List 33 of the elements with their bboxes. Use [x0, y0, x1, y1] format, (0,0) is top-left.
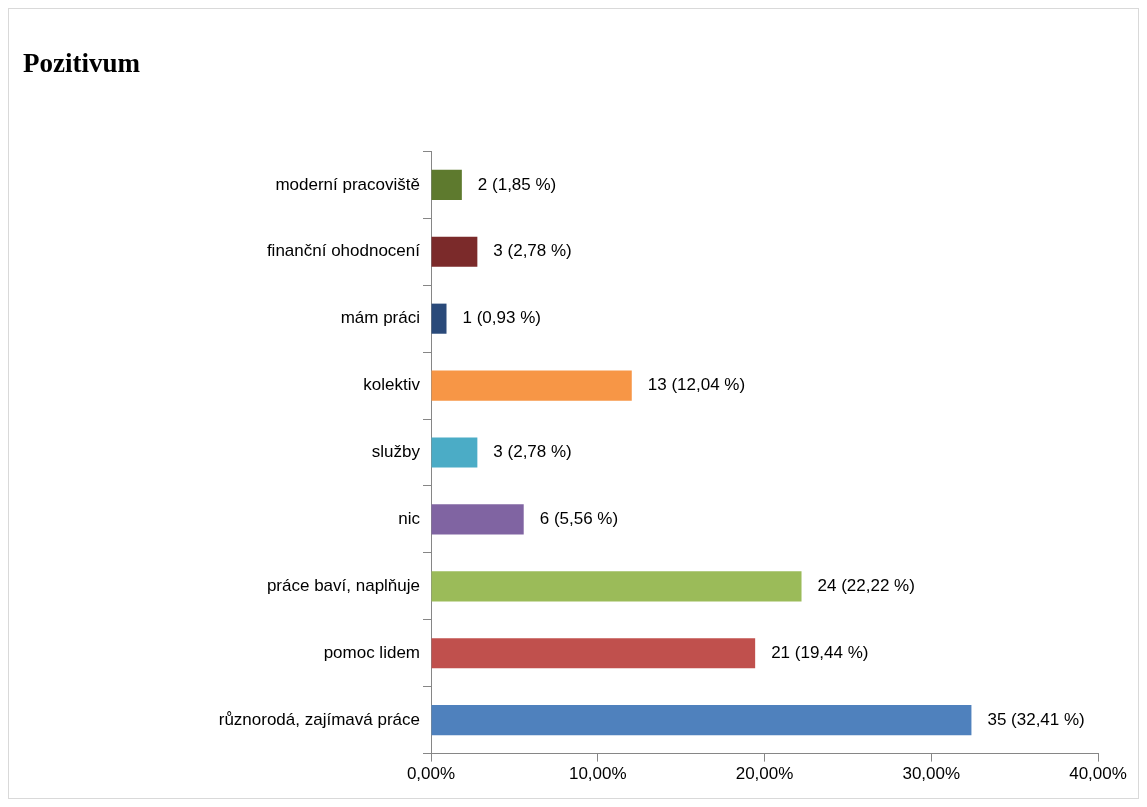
- bar: [431, 504, 524, 535]
- data-label: 1 (0,93 %): [462, 308, 541, 328]
- bar: [431, 169, 462, 200]
- data-label: 35 (32,41 %): [987, 709, 1085, 729]
- bar: [431, 571, 802, 602]
- y-tick-label: práce baví, naplňuje: [266, 576, 420, 596]
- bar: [431, 705, 972, 736]
- y-tick-label: finanční ohodnocení: [266, 241, 421, 261]
- data-label: 21 (19,44 %): [771, 642, 869, 662]
- y-tick-label: pomoc lidem: [323, 642, 420, 662]
- data-label: 3 (2,78 %): [493, 241, 572, 261]
- data-label: 6 (5,56 %): [539, 509, 619, 529]
- data-label: 3 (2,78 %): [493, 442, 572, 462]
- y-tick-label: služby: [371, 442, 421, 462]
- bar: [431, 638, 756, 669]
- data-label: 24 (22,22 %): [817, 576, 915, 596]
- y-tick-label: mám práci: [340, 308, 420, 328]
- data-label: 2 (1,85 %): [477, 174, 557, 194]
- x-tick-label: 10,00%: [568, 764, 627, 784]
- x-tick-label: 0,00%: [406, 764, 456, 784]
- data-label: 13 (12,04 %): [647, 375, 746, 395]
- x-tick-label: 30,00%: [902, 764, 961, 784]
- x-tick-label: 20,00%: [735, 764, 794, 784]
- bar: [431, 236, 478, 267]
- y-tick-label: různorodá, zajímavá práce: [218, 709, 420, 729]
- y-tick-label: moderní pracoviště: [275, 174, 420, 194]
- bar: [431, 370, 632, 401]
- y-tick-label: kolektiv: [363, 375, 421, 395]
- y-tick-label: nic: [398, 509, 421, 529]
- text: Pozitivum: [23, 48, 141, 79]
- x-tick-label: 40,00%: [1069, 764, 1127, 784]
- bar: [431, 303, 447, 334]
- bar: [431, 437, 478, 468]
